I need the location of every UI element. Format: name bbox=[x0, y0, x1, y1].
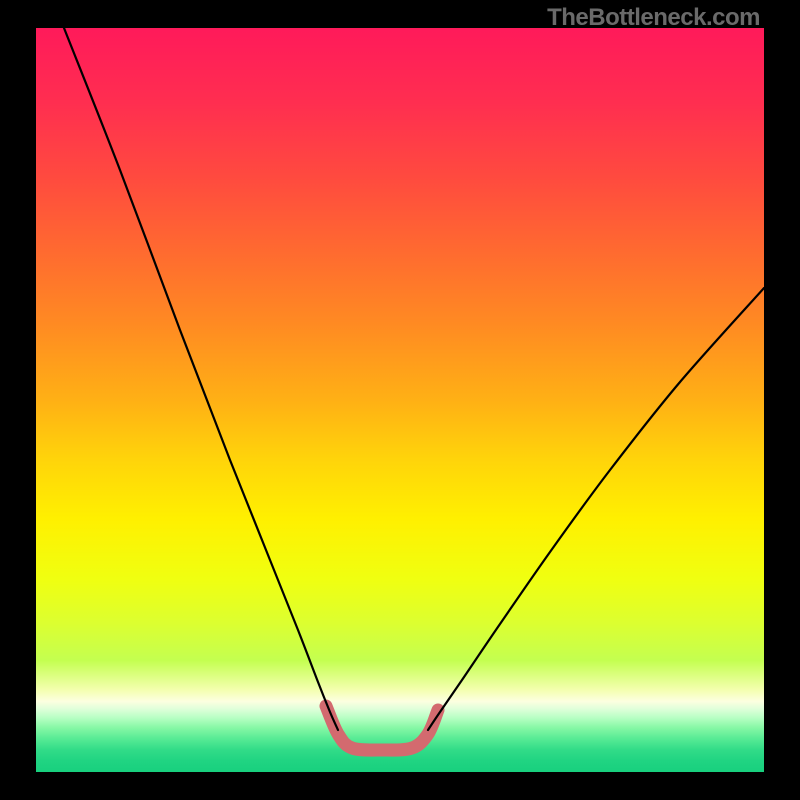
watermark-text: TheBottleneck.com bbox=[547, 4, 760, 32]
chart-container: { "canvas": { "width": 800, "height": 80… bbox=[0, 0, 800, 800]
gradient-background bbox=[36, 28, 764, 772]
chart-svg bbox=[0, 0, 800, 800]
